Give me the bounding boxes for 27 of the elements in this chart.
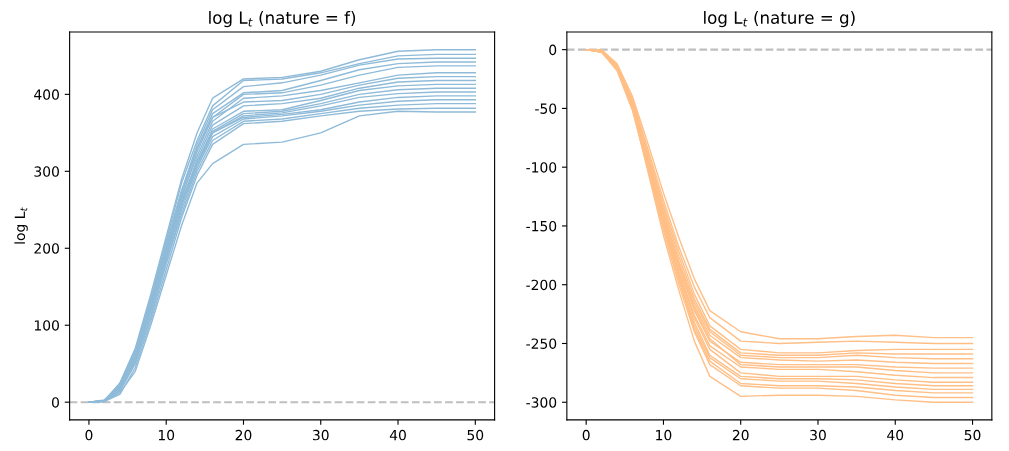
- y-tick-label: -300: [526, 397, 557, 408]
- x-tick-label: 10: [158, 429, 175, 441]
- y-tick-label: 300: [34, 166, 59, 177]
- x-tick-label: 20: [235, 429, 252, 441]
- y-tick-label: -100: [526, 162, 557, 173]
- y-axis-title: log L$_{t}$: [14, 207, 28, 244]
- y-tick-label: 0: [549, 44, 557, 56]
- y-tick-label: 0: [51, 397, 59, 408]
- x-tick-label: 30: [810, 429, 826, 441]
- x-tick-label: 30: [312, 429, 329, 441]
- x-tick-label: 20: [732, 429, 749, 441]
- y-tick-label: -50: [535, 103, 557, 114]
- y-tick-label: 400: [34, 89, 59, 100]
- x-tick-label: 50: [964, 429, 981, 441]
- y-tick-label: -200: [526, 279, 557, 291]
- y-tick-label: 200: [34, 243, 59, 254]
- chart-title: log L$_{t}$ (nature = g): [704, 11, 855, 28]
- x-tick-label: 0: [582, 429, 590, 441]
- x-tick-label: 40: [887, 429, 904, 441]
- x-tick-label: 40: [389, 429, 406, 441]
- x-tick-label: 0: [85, 429, 93, 441]
- x-tick-label: 10: [656, 429, 672, 441]
- y-tick-label: -150: [526, 220, 557, 232]
- x-tick-label: 50: [467, 429, 484, 441]
- chart-title: log L$_{t}$ (nature = f): [209, 11, 356, 28]
- y-tick-label: 100: [34, 320, 59, 331]
- y-tick-label: -250: [526, 338, 557, 349]
